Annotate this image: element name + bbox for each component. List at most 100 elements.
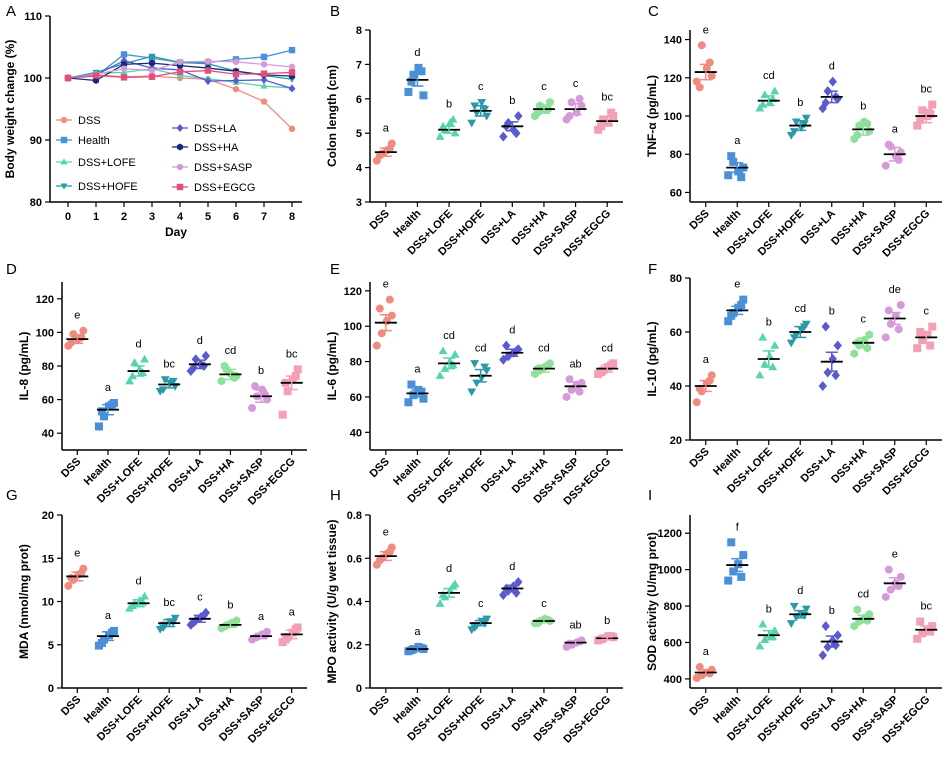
x-tick-label: DSS (59, 694, 83, 718)
significance-letter: e (734, 279, 740, 291)
data-point (170, 614, 180, 623)
y-tick-label: 0 (48, 683, 54, 695)
data-point (760, 359, 770, 368)
data-point (385, 295, 394, 304)
series-point (148, 59, 156, 67)
significance-letter: a (289, 606, 296, 618)
significance-letter: a (414, 364, 421, 376)
y-tick-label: 6 (356, 94, 362, 106)
series-point (288, 63, 296, 71)
series-point (232, 58, 240, 66)
significance-letter: ab (569, 619, 581, 631)
legend-label: DSS+EGCG (194, 182, 255, 194)
significance-letter: c (573, 78, 579, 90)
legend-marker (176, 183, 184, 191)
data-point (435, 599, 445, 607)
data-point (448, 360, 458, 369)
significance-letter: cd (475, 342, 487, 354)
data-point (189, 362, 199, 373)
y-tick-label: 1000 (658, 565, 682, 577)
data-point (67, 338, 76, 347)
significance-letter: c (924, 306, 930, 318)
data-point (417, 67, 426, 76)
data-point (248, 404, 257, 412)
significance-letter: a (258, 611, 265, 623)
significance-letter: c (197, 592, 203, 604)
significance-letter: b (604, 615, 610, 627)
y-tick-label: 1200 (658, 528, 682, 540)
data-point (881, 333, 890, 342)
data-point (417, 387, 426, 396)
data-point (913, 121, 922, 130)
series-point (204, 77, 212, 86)
data-point (923, 330, 932, 339)
x-tick-label: 2 (121, 211, 127, 223)
series-point (260, 53, 268, 61)
data-point (894, 325, 903, 334)
data-point (734, 560, 743, 569)
x-tick-label: DSS (687, 694, 711, 718)
data-point (758, 332, 768, 341)
data-point (828, 76, 837, 87)
data-point (770, 86, 780, 95)
legend-marker (176, 124, 184, 132)
data-point (251, 633, 260, 642)
data-point (789, 602, 799, 611)
data-point (514, 111, 523, 121)
y-tick-label: 800 (664, 601, 682, 613)
data-point (438, 346, 448, 355)
series-point (260, 98, 268, 105)
significance-letter: c (541, 81, 547, 93)
legend-label: Health (78, 135, 110, 147)
x-tick-label: 0 (65, 211, 71, 223)
data-point (512, 587, 521, 598)
data-point (734, 167, 743, 176)
y-tick-label: 120 (664, 73, 682, 85)
significance-letter: b (797, 97, 803, 109)
series-point (148, 53, 156, 60)
significance-letter: bc (163, 358, 175, 370)
y-tick-label: 60 (42, 395, 54, 407)
legend-marker (60, 136, 68, 144)
x-tick-label: DSS (367, 456, 391, 480)
data-point (881, 592, 890, 601)
significance-letter: d (136, 575, 142, 587)
significance-letter: a (892, 124, 899, 136)
y-axis-label: SOD activity (U/mg prot) (645, 532, 659, 671)
y-tick-label: 60 (350, 392, 362, 404)
data-point (480, 363, 490, 372)
significance-letter: e (703, 24, 709, 36)
significance-letter: a (105, 610, 112, 622)
data-point (737, 572, 746, 581)
data-point (575, 94, 584, 103)
data-point (261, 390, 270, 399)
data-point (818, 650, 827, 661)
data-point (499, 590, 508, 601)
data-point (97, 407, 106, 416)
data-point (729, 157, 738, 166)
data-point (918, 106, 927, 115)
y-tick-label: 100 (36, 327, 54, 339)
data-point (768, 632, 778, 641)
y-axis-label: IL-10 (pg/mL) (645, 321, 659, 396)
data-point (577, 378, 586, 387)
legend-marker (60, 183, 68, 190)
data-point (770, 340, 780, 349)
data-point (191, 354, 201, 365)
series-point (260, 70, 268, 77)
data-point (896, 572, 905, 581)
data-point (913, 344, 922, 353)
series-point (260, 82, 268, 89)
significance-letter: e (383, 526, 389, 538)
data-point (404, 87, 413, 96)
data-point (467, 388, 477, 397)
y-tick-label: 0.4 (347, 597, 363, 609)
y-tick-label: 80 (350, 357, 362, 369)
significance-letter: bc (920, 601, 932, 613)
data-point (407, 380, 416, 389)
data-point (896, 301, 905, 309)
data-point (724, 317, 733, 326)
data-point (77, 568, 86, 577)
